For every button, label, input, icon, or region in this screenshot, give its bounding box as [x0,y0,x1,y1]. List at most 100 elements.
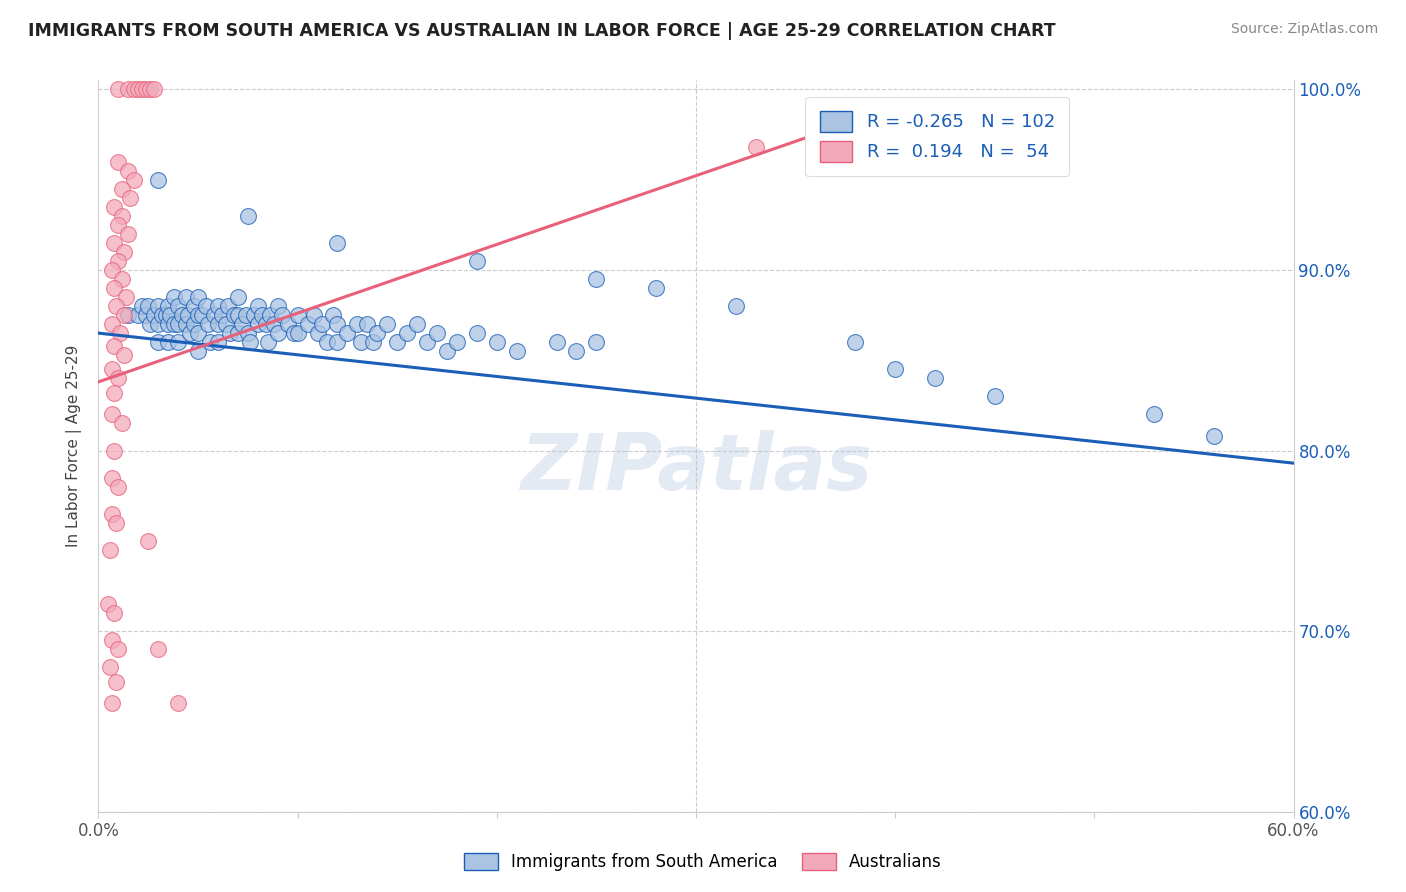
Point [446,335,468,350]
Point [211,308,233,322]
Point [187,308,209,322]
Point [127,308,149,322]
Point [107,253,129,268]
Point [363,335,385,350]
Point [107,82,129,96]
Point [163,317,186,331]
Point [157,317,180,331]
Point [148,172,170,186]
Point [103,281,125,295]
Point [231,317,253,331]
Point [267,299,290,313]
Point [585,335,607,350]
Point [565,344,588,359]
Point [219,326,242,340]
Point [103,339,125,353]
Point [302,308,325,322]
Point [924,371,946,385]
Point [283,326,305,340]
Point [246,317,269,331]
Point [117,227,139,241]
Point [112,244,135,259]
Point [436,344,458,359]
Point [745,140,768,154]
Point [101,470,124,484]
Point [215,317,238,331]
Text: ZIPatlas: ZIPatlas [520,430,872,506]
Point [148,299,170,313]
Point [256,335,278,350]
Point [236,209,259,223]
Point [187,290,209,304]
Point [287,326,309,340]
Point [112,308,135,322]
Point [148,335,170,350]
Point [163,290,186,304]
Point [124,172,146,186]
Point [177,308,200,322]
Point [183,299,205,313]
Point [103,235,125,250]
Point [1202,429,1225,443]
Point [236,326,259,340]
Point [844,335,866,350]
Point [112,348,135,362]
Point [217,299,239,313]
Point [143,82,166,96]
Point [167,299,190,313]
Point [465,326,488,340]
Point [101,317,124,331]
Point [103,385,125,400]
Point [105,516,128,530]
Point [1143,408,1166,422]
Point [316,335,339,350]
Point [136,533,159,548]
Point [103,606,125,620]
Point [207,335,229,350]
Point [235,308,257,322]
Point [174,317,197,331]
Point [117,82,139,96]
Point [131,299,153,313]
Point [107,218,129,232]
Point [115,290,138,304]
Point [105,299,128,313]
Point [195,299,218,313]
Point [103,443,125,458]
Point [311,317,333,331]
Point [167,335,190,350]
Point [226,290,249,304]
Point [101,263,124,277]
Point [98,542,122,557]
Point [111,181,134,195]
Point [350,335,373,350]
Point [124,82,146,96]
Point [103,200,125,214]
Point [135,308,157,322]
Point [356,317,378,331]
Point [159,308,181,322]
Point [117,163,139,178]
Point [111,272,134,286]
Point [150,308,173,322]
Point [287,308,309,322]
Point [239,335,262,350]
Point [174,290,197,304]
Point [139,82,162,96]
Point [385,335,409,350]
Y-axis label: In Labor Force | Age 25-29: In Labor Force | Age 25-29 [66,345,83,547]
Point [259,308,281,322]
Point [107,642,129,657]
Point [645,281,668,295]
Point [179,326,201,340]
Point [187,326,209,340]
Point [326,335,349,350]
Point [202,308,225,322]
Point [254,317,277,331]
Point [101,362,124,376]
Point [346,317,368,331]
Point [270,308,292,322]
Point [120,191,142,205]
Point [984,389,1007,403]
Point [110,326,132,340]
